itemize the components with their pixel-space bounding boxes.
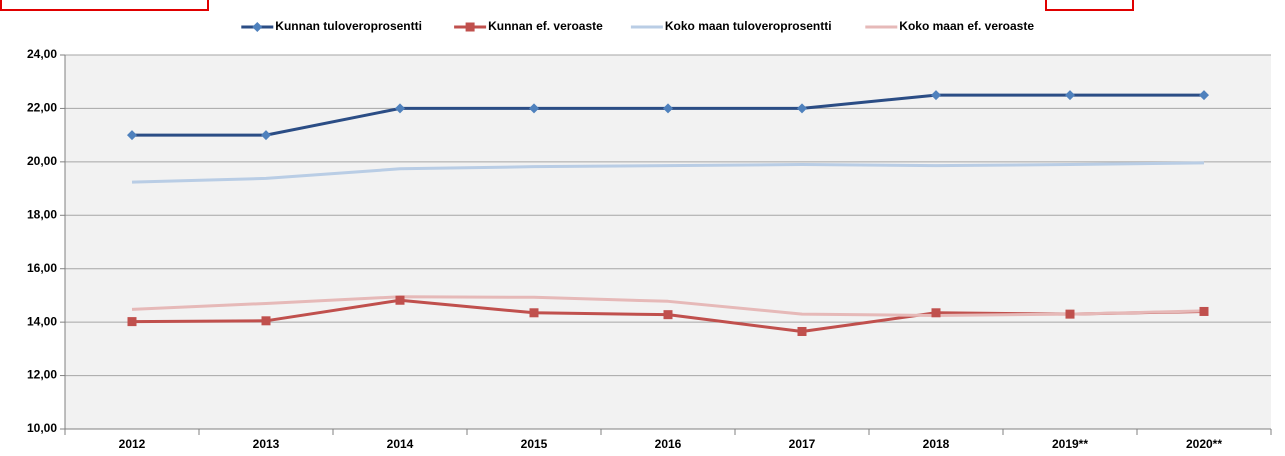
marker [1065,309,1075,319]
marker [797,326,807,336]
x-tick-label: 2016 [655,437,682,451]
highlight-box [1045,0,1134,11]
highlight-box [0,0,209,11]
y-tick-label: 18,00 [27,207,57,221]
marker [1065,90,1075,101]
legend-label: Kunnan ef. veroaste [488,19,603,33]
marker [261,130,271,141]
marker [931,90,941,101]
y-tick-label: 24,00 [27,47,57,61]
marker [252,22,263,32]
marker [395,103,405,114]
x-tick-label: 2020** [1186,437,1222,451]
marker [663,103,673,114]
marker [931,308,941,318]
marker [127,317,137,327]
y-tick-label: 22,00 [27,101,57,115]
y-tick-label: 16,00 [27,261,57,275]
x-tick-label: 2018 [923,437,950,451]
y-tick-label: 12,00 [27,368,57,382]
series-line [131,295,1205,317]
x-tick-label: 2014 [387,437,414,451]
marker [465,22,475,32]
marker [1199,306,1209,316]
y-tick-label: 14,00 [27,314,57,328]
x-tick-label: 2012 [119,437,146,451]
marker [529,308,539,318]
y-tick-label: 10,00 [27,421,57,435]
legend-label: Kunnan tuloveroprosentti [275,19,422,33]
legend-label: Koko maan tuloveroprosentti [665,19,832,33]
marker [529,103,539,114]
x-tick-label: 2019** [1052,437,1088,451]
marker [395,295,405,305]
y-tick-label: 20,00 [27,154,57,168]
marker [261,316,271,326]
plot-area [65,55,1271,429]
x-tick-label: 2017 [789,437,816,451]
marker [663,310,673,320]
x-tick-label: 2013 [253,437,280,451]
marker [127,130,137,141]
x-tick-label: 2015 [521,437,548,451]
marker [797,103,807,114]
series-line [131,161,1205,184]
marker [1199,90,1209,101]
legend-label: Koko maan ef. veroaste [899,19,1034,33]
